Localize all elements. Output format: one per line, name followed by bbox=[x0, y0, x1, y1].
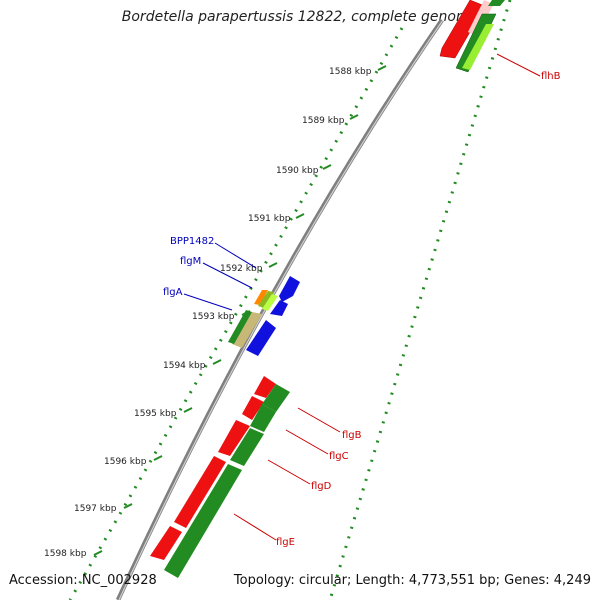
genome-backbone bbox=[115, 18, 444, 600]
gene-cluster-flgM-flgA[interactable] bbox=[228, 276, 300, 356]
tick-label: 1588 kbp bbox=[329, 67, 372, 77]
gene-arrow-green[interactable] bbox=[228, 310, 252, 344]
gene-arrow-red[interactable] bbox=[254, 376, 276, 398]
topology-text: Topology: circular; Length: 4,773,551 bp… bbox=[233, 573, 591, 588]
gene-label-flhB[interactable]: flhB bbox=[541, 71, 561, 82]
tick-mark bbox=[349, 114, 359, 120]
gene-flhB[interactable] bbox=[439, 0, 505, 73]
gene-label-flgD[interactable]: flgD bbox=[311, 481, 332, 492]
gene-arrow-green[interactable] bbox=[262, 384, 290, 412]
gene-label-flgC[interactable]: flgC bbox=[329, 451, 349, 462]
gene-arrow-blue[interactable] bbox=[270, 300, 288, 316]
gene-arrow-orange[interactable] bbox=[254, 290, 268, 305]
gene-arrow-blue[interactable] bbox=[246, 320, 276, 356]
gene-arrow-olive[interactable] bbox=[258, 291, 274, 308]
tick-label: 1589 kbp bbox=[302, 116, 345, 126]
gene-arrow-blue[interactable] bbox=[279, 276, 300, 302]
tick-mark bbox=[377, 65, 387, 71]
gene-label-flgA[interactable]: flgA bbox=[163, 287, 183, 298]
tick-mark bbox=[153, 455, 163, 461]
gene-arrow-green[interactable] bbox=[250, 404, 276, 432]
genome-backbone-highlight bbox=[118, 19, 444, 600]
tick-mark bbox=[295, 213, 305, 219]
tick-label: 1594 kbp bbox=[163, 361, 206, 371]
tick-mark bbox=[183, 407, 193, 413]
gene-cluster-flgB-flgE[interactable] bbox=[150, 376, 290, 578]
gene-label-flgM[interactable]: flgM bbox=[180, 256, 201, 267]
map-title: Bordetella parapertussis 12822, complete… bbox=[121, 9, 479, 25]
tick-label: 1591 kbp bbox=[248, 214, 291, 224]
gene-arrow-green-small[interactable] bbox=[488, 0, 505, 6]
inner-dotted-track bbox=[68, 27, 404, 600]
gene-arrow-red[interactable] bbox=[242, 396, 264, 420]
tick-label: 1598 kbp bbox=[44, 549, 87, 559]
tick-label: 1596 kbp bbox=[104, 457, 147, 467]
gene-labels: flhB BPP1482 flgM flgA flgB flgC flgD fl… bbox=[163, 71, 561, 548]
tick-mark bbox=[322, 164, 332, 170]
gene-label-BPP1482[interactable]: BPP1482 bbox=[170, 236, 214, 247]
outer-dotted-track bbox=[328, 0, 512, 600]
gene-label-flgB[interactable]: flgB bbox=[342, 430, 362, 441]
tick-mark bbox=[268, 262, 278, 268]
gene-arrow-red[interactable] bbox=[218, 420, 250, 456]
tick-label: 1597 kbp bbox=[74, 504, 117, 514]
gene-label-leaders bbox=[183, 53, 541, 541]
gene-arrow-tan[interactable] bbox=[232, 312, 262, 348]
gene-arrow-red[interactable] bbox=[174, 456, 226, 528]
tick-label: 1592 kbp bbox=[220, 264, 263, 274]
gene-arrow-lime[interactable] bbox=[262, 294, 278, 311]
gene-arrow-lime[interactable] bbox=[462, 24, 494, 70]
tick-mark bbox=[93, 550, 103, 556]
gene-label-flgE[interactable]: flgE bbox=[276, 537, 295, 548]
gene-arrow-green[interactable] bbox=[164, 464, 242, 578]
tick-mark bbox=[123, 503, 133, 509]
tick-mark bbox=[212, 359, 222, 365]
tick-label: 1590 kbp bbox=[276, 166, 319, 176]
gene-arrow-red[interactable] bbox=[150, 526, 182, 560]
accession-text: Accession: NC_002928 bbox=[9, 573, 157, 588]
tick-group: 1588 kbp 1589 kbp 1590 kbp 1591 kbp 1592… bbox=[44, 65, 387, 559]
tick-label: 1593 kbp bbox=[192, 312, 235, 322]
tick-label: 1595 kbp bbox=[134, 409, 177, 419]
gene-arrow-green[interactable] bbox=[230, 428, 264, 466]
